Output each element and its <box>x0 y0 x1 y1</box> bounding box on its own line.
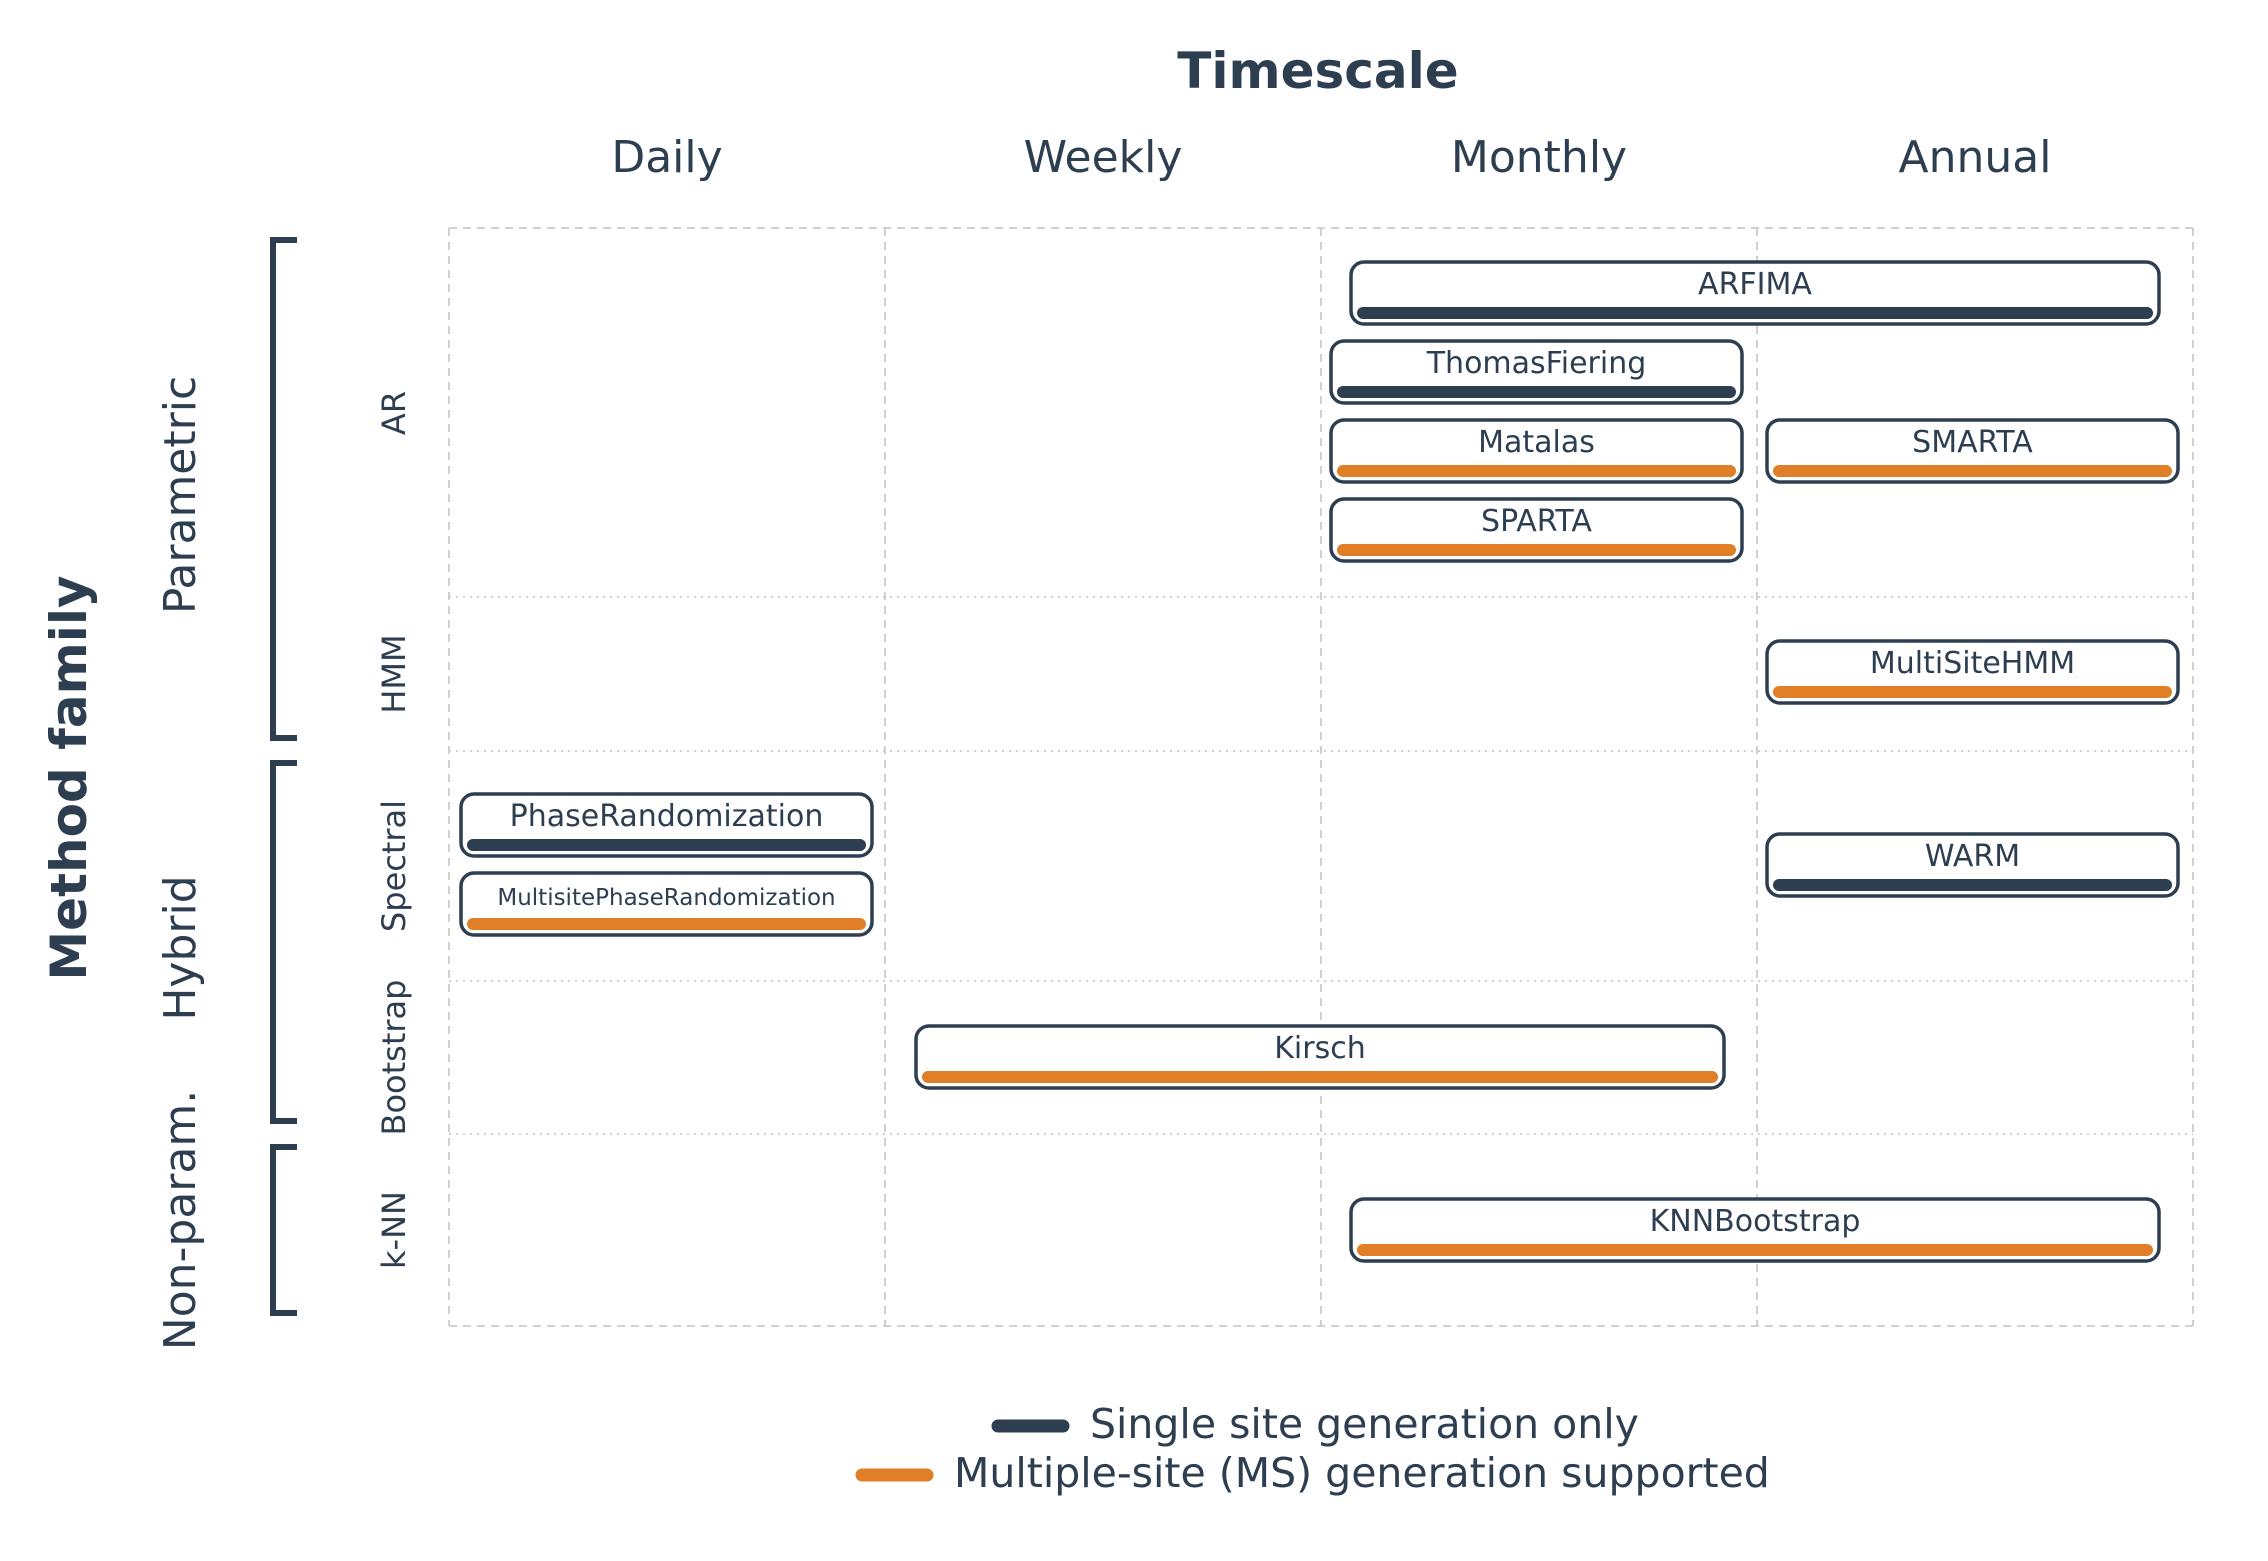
row-label-ar: AR <box>375 391 413 435</box>
row-labels: AR HMM Spectral Bootstrap k-NN <box>375 391 413 1269</box>
row-label-hmm: HMM <box>375 634 413 713</box>
row-label-k-nn: k-NN <box>375 1191 413 1269</box>
method-matalas: Matalas <box>1329 418 1744 484</box>
method-label-warm: WARM <box>1925 839 2020 874</box>
method-multisitehmm: MultiSiteHMM <box>1765 639 2180 705</box>
column-label-weekly: Weekly <box>1024 132 1183 183</box>
family-bracket-parametric <box>270 237 297 741</box>
family-bracket-non-param <box>270 1144 297 1316</box>
method-label-smarta: SMARTA <box>1912 425 2033 460</box>
column-label-annual: Annual <box>1899 132 2052 183</box>
family-bracket-hybrid <box>270 760 297 1124</box>
row-label-spectral: Spectral <box>375 800 413 932</box>
method-phaserandomization: PhaseRandomization <box>459 792 874 858</box>
family-label-parametric: Parametric <box>155 376 206 614</box>
legend: Single site generation onlyMultiple-site… <box>855 1400 1770 1497</box>
family-label-hybrid: Hybrid <box>155 875 206 1020</box>
column-labels: Daily Weekly Monthly Annual <box>611 132 2051 183</box>
y-axis-title: Method family <box>40 575 98 980</box>
column-label-monthly: Monthly <box>1451 132 1627 183</box>
legend-label-0: Single site generation only <box>1090 1400 1639 1448</box>
method-arfima: ARFIMA <box>1349 260 2161 326</box>
grid <box>448 227 2194 1327</box>
method-label-thomasfiering: ThomasFiering <box>1426 346 1647 381</box>
method-sparta: SPARTA <box>1329 497 1744 563</box>
family-label-non-param: Non-param. <box>155 1090 206 1350</box>
column-label-daily: Daily <box>611 132 722 183</box>
method-thomasfiering: ThomasFiering <box>1329 339 1744 405</box>
method-label-matalas: Matalas <box>1478 425 1595 460</box>
method-kirsch: Kirsch <box>914 1024 1726 1090</box>
family-brackets: Parametric Hybrid Non-param. <box>155 237 297 1350</box>
method-label-multisitehmm: MultiSiteHMM <box>1870 646 2075 681</box>
row-label-bootstrap: Bootstrap <box>375 980 413 1136</box>
method-label-arfima: ARFIMA <box>1698 267 1812 302</box>
method-label-kirsch: Kirsch <box>1274 1031 1365 1066</box>
method-warm: WARM <box>1765 832 2180 898</box>
method-multisitephaserandomization: MultisitePhaseRandomization <box>459 871 874 937</box>
method-label-sparta: SPARTA <box>1481 504 1592 539</box>
diagram-title: Timescale <box>1177 42 1458 100</box>
method-knnbootstrap: KNNBootstrap <box>1349 1197 2161 1263</box>
method-label-knnbootstrap: KNNBootstrap <box>1650 1204 1861 1239</box>
method-boxes: ARFIMA ThomasFiering Matalas SMARTA SPARTA Mu… <box>459 260 2180 1263</box>
legend-label-1: Multiple-site (MS) generation supported <box>954 1449 1770 1497</box>
method-smarta: SMARTA <box>1765 418 2180 484</box>
method-label-multisitephaserandomization: MultisitePhaseRandomization <box>497 885 835 911</box>
method-label-phaserandomization: PhaseRandomization <box>510 799 824 834</box>
